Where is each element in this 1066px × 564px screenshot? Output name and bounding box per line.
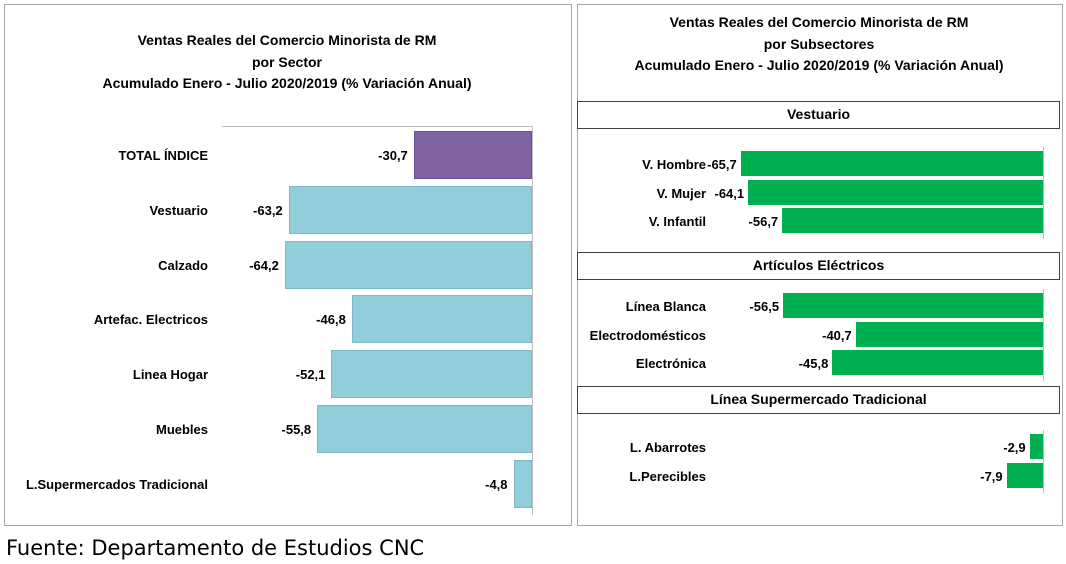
left-chart-zero-axis xyxy=(532,126,533,515)
data-label: -64,1 xyxy=(714,185,745,201)
data-label: -4,8 xyxy=(485,476,508,492)
category-label: Linea Hogar xyxy=(132,367,208,383)
subsector-label: L. Abarrotes xyxy=(629,440,706,455)
subsector-label: Línea Blanca xyxy=(625,299,706,314)
section-header-articulos-electricos: Artículos Eléctricos xyxy=(577,252,1060,280)
data-label: -56,5 xyxy=(749,299,780,314)
data-label: -56,7 xyxy=(748,214,779,229)
data-label: -40,7 xyxy=(822,327,852,343)
data-label: -64,2 xyxy=(249,257,279,273)
left-chart-title-2: por Sector xyxy=(251,54,322,70)
right-chart-title-1: Ventas Reales del Comercio Minorista de … xyxy=(669,14,969,30)
category-label: Artefac. Electricos xyxy=(93,312,208,328)
bar-sector xyxy=(413,131,532,179)
category-label: Calzado xyxy=(158,257,208,273)
bar-sector xyxy=(288,185,532,234)
data-label: -45,8 xyxy=(798,356,829,371)
bar-subsector xyxy=(783,293,1043,318)
subsector-label: Electrónica xyxy=(635,356,706,371)
section-header-supermercado-tradicional: Línea Supermercado Tradicional xyxy=(577,386,1060,414)
left-chart-title-3: Acumulado Enero - Julio 2020/2019 (% Var… xyxy=(102,75,472,91)
right-chart-title-3: Acumulado Enero - Julio 2020/2019 (% Var… xyxy=(634,57,1004,73)
subsector-label: Electrodomésticos xyxy=(589,327,706,343)
data-label: -30,7 xyxy=(378,148,408,163)
data-label: -65,7 xyxy=(707,157,737,172)
right-chart-zero-axis xyxy=(1043,147,1044,239)
data-label: -55,8 xyxy=(281,422,312,437)
category-label: Muebles xyxy=(155,422,208,437)
bar-subsector xyxy=(1029,434,1043,459)
bar-sector xyxy=(351,295,532,344)
subsector-label: V. Infantil xyxy=(648,214,706,229)
source-note: Fuente: Departamento de Estudios CNC xyxy=(6,536,425,560)
bar-sector xyxy=(284,240,532,289)
bar-sector xyxy=(513,459,532,508)
data-label: -52,1 xyxy=(295,367,326,383)
right-chart-zero-axis xyxy=(1043,289,1044,381)
subsector-label: V. Hombre xyxy=(642,157,706,172)
category-label: L.Supermercados Tradicional xyxy=(25,476,208,492)
bar-subsector xyxy=(1006,462,1043,488)
right-chart-title-2: por Subsectores xyxy=(763,36,875,52)
bar-subsector xyxy=(832,350,1043,375)
left-chart-top-line xyxy=(222,126,532,127)
left-chart-title-1: Ventas Reales del Comercio Minorista de … xyxy=(137,32,437,48)
bar-subsector xyxy=(855,321,1043,347)
subsector-label: V. Mujer xyxy=(656,185,706,201)
subsector-label: L.Perecibles xyxy=(629,468,706,484)
data-label: -46,8 xyxy=(316,312,346,328)
data-label: -63,2 xyxy=(253,202,283,218)
right-chart-zero-axis xyxy=(1043,430,1044,493)
bar-subsector xyxy=(740,151,1043,176)
bar-sector xyxy=(331,350,532,399)
section-header-vestuario: Vestuario xyxy=(577,101,1060,129)
bar-subsector xyxy=(782,208,1043,233)
bar-sector xyxy=(317,405,532,453)
data-label: -7,9 xyxy=(980,468,1003,484)
category-label: TOTAL ÍNDICE xyxy=(118,148,208,163)
category-label: Vestuario xyxy=(149,202,208,218)
bar-subsector xyxy=(748,179,1043,205)
data-label: -2,9 xyxy=(1003,440,1026,455)
